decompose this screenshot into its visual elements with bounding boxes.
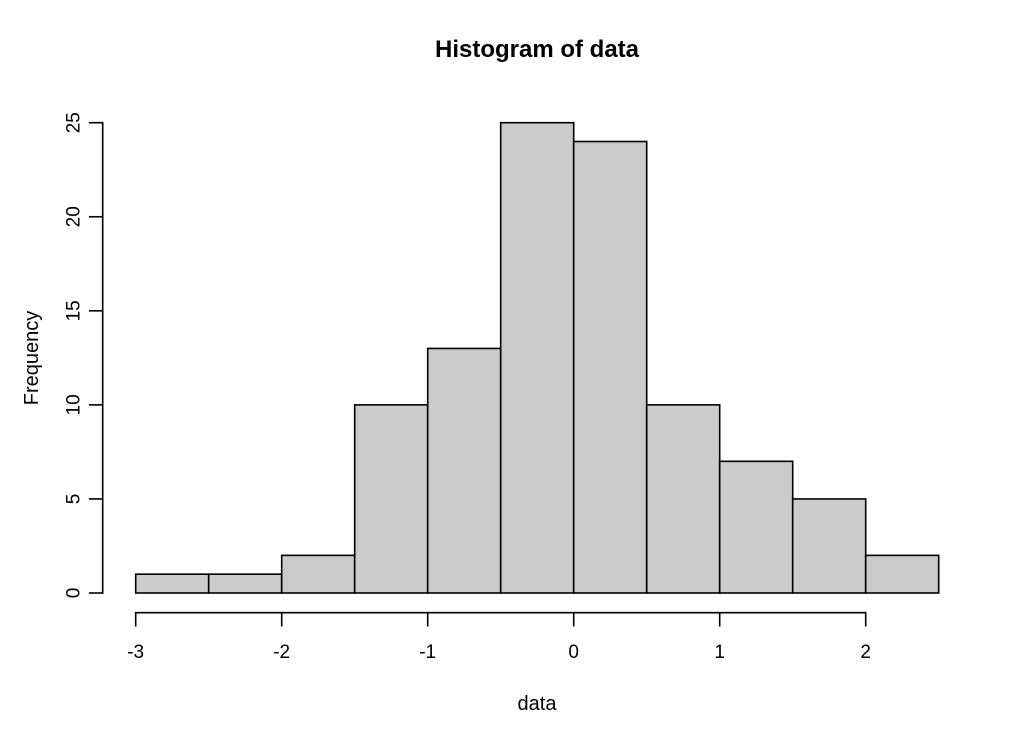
- x-tick-label: 1: [714, 642, 725, 663]
- histogram-bar: [499, 121, 575, 594]
- x-tick-label: 2: [860, 642, 871, 663]
- histogram-bar: [280, 554, 356, 594]
- histogram-bar: [426, 347, 502, 594]
- y-tick-label: 5: [64, 494, 85, 505]
- histogram-bar: [353, 404, 429, 594]
- x-tick-label: 0: [568, 642, 579, 663]
- y-tick-label: 0: [64, 588, 85, 599]
- x-tick-label: -1: [419, 642, 436, 663]
- histogram-bar: [791, 498, 867, 594]
- histogram-bars: [134, 121, 940, 594]
- histogram-bar: [572, 140, 648, 594]
- x-tick-label: -3: [127, 642, 144, 663]
- x-axis-title: data: [518, 693, 558, 715]
- histogram-bar: [207, 573, 283, 594]
- y-tick-label: 25: [64, 112, 85, 133]
- y-axis-title: Frequency: [21, 311, 43, 406]
- y-tick-label: 20: [64, 206, 85, 227]
- axes: 0 5 10 15 20 25 -3 -2 -1 0 1 2: [64, 112, 871, 663]
- histogram-bar: [864, 554, 940, 594]
- x-tick-label: -2: [273, 642, 290, 663]
- chart-title: Histogram of data: [435, 36, 640, 63]
- histogram-bar: [718, 460, 794, 594]
- y-tick-label: 10: [64, 394, 85, 415]
- y-tick-label: 15: [64, 300, 85, 321]
- histogram-bar: [134, 573, 210, 594]
- histogram-bar: [645, 404, 721, 594]
